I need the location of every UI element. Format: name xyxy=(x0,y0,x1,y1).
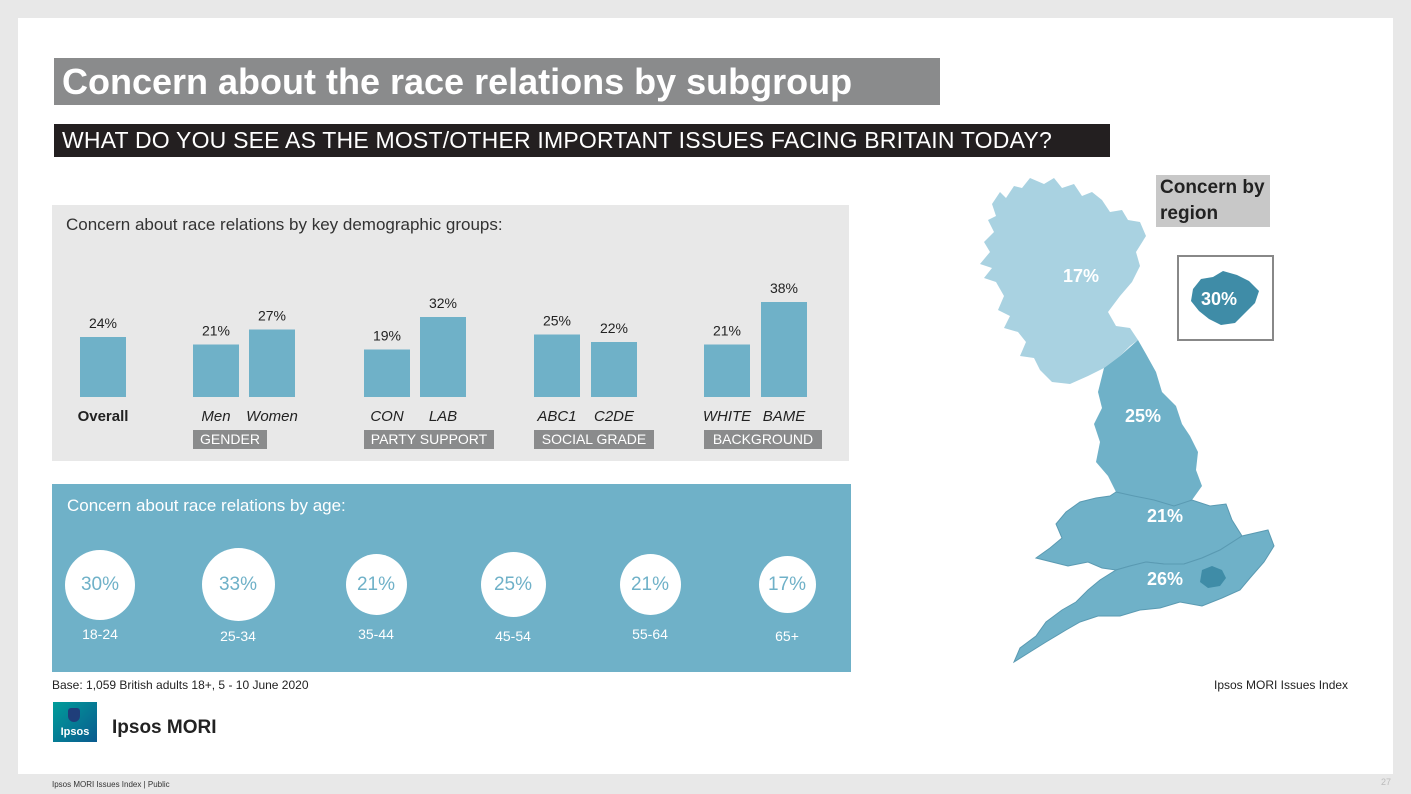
age-group-55-64: 21% 55-64 xyxy=(605,548,695,642)
region-value-north: 25% xyxy=(1125,406,1162,426)
group-tag-gender: GENDER xyxy=(193,430,267,449)
bar-category-label: BAME xyxy=(763,408,807,425)
bar-category-label: LAB xyxy=(429,408,457,425)
region-value-south: 26% xyxy=(1147,569,1184,589)
region-value-midlands-wales: 21% xyxy=(1147,506,1184,526)
map-region-scotland xyxy=(980,178,1146,384)
bar-con xyxy=(364,349,410,397)
logo-text: Ipsos xyxy=(60,726,90,738)
age-panel-title: Concern about race relations by age: xyxy=(67,496,346,515)
demographic-bar-chart: 24% Overall 21% Men 27% Women 19% CON 32% LAB 25% A… xyxy=(78,280,807,425)
bar-category-label: WHITE xyxy=(703,408,752,425)
map-region-south xyxy=(1012,529,1275,664)
bar-overall xyxy=(80,337,126,397)
bar-value-label: 32% xyxy=(429,295,457,311)
bar-value-label: 22% xyxy=(600,320,628,336)
age-label: 55-64 xyxy=(632,626,668,642)
map-region-london xyxy=(1200,566,1226,588)
bar-c2de xyxy=(591,342,637,397)
bar-category-label: Overall xyxy=(78,408,129,425)
base-note: Base: 1,059 British adults 18+, 5 - 10 J… xyxy=(52,678,309,692)
bar-value-label: 38% xyxy=(770,280,798,296)
logo-mark-icon xyxy=(68,708,80,722)
group-tag-social-grade: SOCIAL GRADE xyxy=(534,430,654,449)
bar-abc1 xyxy=(534,334,580,397)
map-region-north xyxy=(1094,340,1202,506)
bar-white xyxy=(704,344,750,397)
question-subtitle: WHAT DO YOU SEE AS THE MOST/OTHER IMPORT… xyxy=(54,124,1110,157)
bar-category-label: ABC1 xyxy=(536,408,576,425)
footer-text: Ipsos MORI Issues Index | Public xyxy=(52,780,170,789)
london-inset xyxy=(1177,255,1274,341)
page-title: Concern about the race relations by subg… xyxy=(54,58,940,105)
age-label: 35-44 xyxy=(358,626,394,642)
bar-category-label: Women xyxy=(246,408,298,425)
age-label: 65+ xyxy=(775,628,799,644)
bar-category-label: Men xyxy=(201,408,230,425)
bar-bame xyxy=(761,302,807,397)
region-legend-title: Concern by region xyxy=(1156,175,1270,227)
bar-women xyxy=(249,329,295,397)
age-bubble: 21% xyxy=(345,554,407,615)
ipsos-logo: Ipsos xyxy=(53,702,97,742)
uk-region-map xyxy=(980,178,1275,664)
group-tag-background: BACKGROUND xyxy=(704,430,822,449)
bar-value-label: 21% xyxy=(713,323,741,339)
age-label: 25-34 xyxy=(220,628,256,644)
age-panel: Concern about race relations by age: 30%… xyxy=(52,484,851,672)
group-tag-party-support: PARTY SUPPORT xyxy=(364,430,494,449)
region-title-line2: region xyxy=(1160,201,1226,227)
bar-men xyxy=(193,344,239,397)
brand-name: Ipsos MORI xyxy=(112,717,217,738)
age-bubble: 17% xyxy=(758,556,816,613)
age-bubble: 33% xyxy=(201,548,275,621)
age-group-25-34: 33% 25-34 xyxy=(193,548,283,644)
region-value-scotland: 17% xyxy=(1063,266,1100,286)
age-group-45-54: 25% 45-54 xyxy=(468,548,558,644)
bar-category-label: CON xyxy=(370,408,404,425)
age-bubble: 21% xyxy=(619,554,681,615)
region-title-line1: Concern by xyxy=(1160,177,1265,198)
bar-category-label: C2DE xyxy=(594,408,635,425)
age-group-18-24: 30% 18-24 xyxy=(55,548,145,642)
map-region-london-inset xyxy=(1191,271,1259,325)
source-note: Ipsos MORI Issues Index xyxy=(1214,678,1349,692)
age-bubble: 30% xyxy=(65,549,135,620)
region-value-london: 30% xyxy=(1201,289,1238,309)
bar-value-label: 24% xyxy=(89,315,117,331)
london-inset-map xyxy=(1191,271,1259,325)
age-group-35-44: 21% 35-44 xyxy=(331,548,421,642)
bar-value-label: 19% xyxy=(373,328,401,344)
bar-lab xyxy=(420,317,466,397)
demographic-panel-title: Concern about race relations by key demo… xyxy=(66,215,503,234)
demographic-panel: Concern about race relations by key demo… xyxy=(52,205,849,461)
age-label: 45-54 xyxy=(495,628,531,644)
page-number: 27 xyxy=(1381,777,1392,787)
age-label: 18-24 xyxy=(82,626,118,642)
bar-value-label: 21% xyxy=(202,323,230,339)
age-group-65+: 17% 65+ xyxy=(742,548,832,644)
age-bubble: 25% xyxy=(480,552,546,617)
bar-value-label: 27% xyxy=(258,308,286,324)
bar-value-label: 25% xyxy=(543,313,571,329)
